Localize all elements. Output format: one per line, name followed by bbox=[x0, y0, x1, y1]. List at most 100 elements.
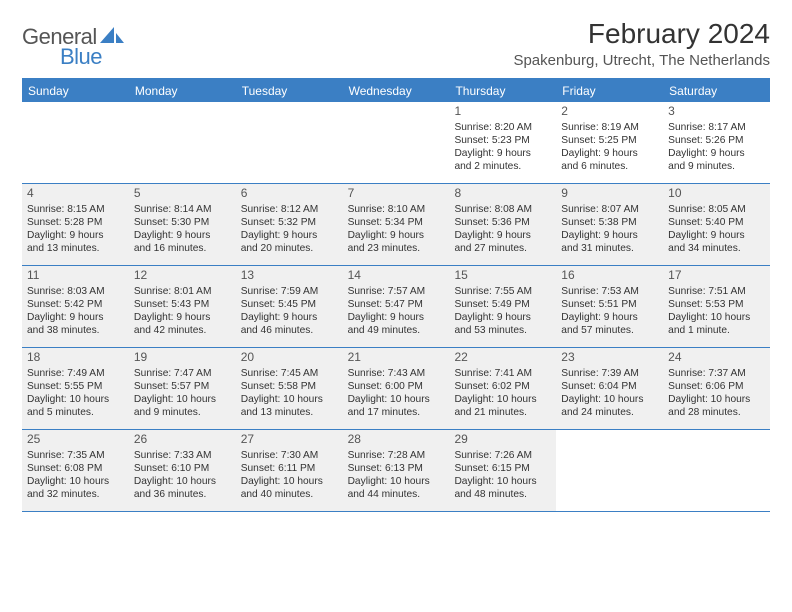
day-cell bbox=[236, 102, 343, 183]
day-cell bbox=[663, 430, 770, 511]
sunset-text: Sunset: 5:30 PM bbox=[134, 216, 231, 229]
day-cell: 19Sunrise: 7:47 AMSunset: 5:57 PMDayligh… bbox=[129, 348, 236, 429]
sunrise-text: Sunrise: 8:14 AM bbox=[134, 203, 231, 216]
day-cell: 15Sunrise: 7:55 AMSunset: 5:49 PMDayligh… bbox=[449, 266, 556, 347]
sunrise-text: Sunrise: 7:35 AM bbox=[27, 449, 124, 462]
day-number: 3 bbox=[668, 104, 765, 120]
weekday-tuesday: Tuesday bbox=[236, 80, 343, 102]
daylight-line2: and 27 minutes. bbox=[454, 242, 551, 255]
daylight-line1: Daylight: 10 hours bbox=[454, 393, 551, 406]
sunset-text: Sunset: 6:15 PM bbox=[454, 462, 551, 475]
sunset-text: Sunset: 5:23 PM bbox=[454, 134, 551, 147]
daylight-line2: and 36 minutes. bbox=[134, 488, 231, 501]
day-number: 8 bbox=[454, 186, 551, 202]
sunrise-text: Sunrise: 7:51 AM bbox=[668, 285, 765, 298]
sunset-text: Sunset: 6:02 PM bbox=[454, 380, 551, 393]
daylight-line2: and 38 minutes. bbox=[27, 324, 124, 337]
day-cell: 27Sunrise: 7:30 AMSunset: 6:11 PMDayligh… bbox=[236, 430, 343, 511]
daylight-line2: and 32 minutes. bbox=[27, 488, 124, 501]
sunrise-text: Sunrise: 8:15 AM bbox=[27, 203, 124, 216]
daylight-line2: and 40 minutes. bbox=[241, 488, 338, 501]
day-number: 11 bbox=[27, 268, 124, 284]
day-cell bbox=[556, 430, 663, 511]
daylight-line1: Daylight: 9 hours bbox=[668, 147, 765, 160]
sunset-text: Sunset: 5:43 PM bbox=[134, 298, 231, 311]
day-cell: 14Sunrise: 7:57 AMSunset: 5:47 PMDayligh… bbox=[343, 266, 450, 347]
sunset-text: Sunset: 5:45 PM bbox=[241, 298, 338, 311]
header: GeneralBlue February 2024 Spakenburg, Ut… bbox=[22, 18, 770, 70]
weekday-header-row: Sunday Monday Tuesday Wednesday Thursday… bbox=[22, 80, 770, 102]
sunrise-text: Sunrise: 7:28 AM bbox=[348, 449, 445, 462]
calendar-page: GeneralBlue February 2024 Spakenburg, Ut… bbox=[0, 0, 792, 522]
daylight-line2: and 57 minutes. bbox=[561, 324, 658, 337]
sunrise-text: Sunrise: 8:10 AM bbox=[348, 203, 445, 216]
title-block: February 2024 Spakenburg, Utrecht, The N… bbox=[513, 18, 770, 69]
day-cell: 3Sunrise: 8:17 AMSunset: 5:26 PMDaylight… bbox=[663, 102, 770, 183]
day-number: 28 bbox=[348, 432, 445, 448]
daylight-line1: Daylight: 10 hours bbox=[241, 393, 338, 406]
sunrise-text: Sunrise: 8:03 AM bbox=[27, 285, 124, 298]
day-number: 12 bbox=[134, 268, 231, 284]
sunset-text: Sunset: 5:55 PM bbox=[27, 380, 124, 393]
sunrise-text: Sunrise: 7:49 AM bbox=[27, 367, 124, 380]
weekday-saturday: Saturday bbox=[663, 80, 770, 102]
day-number: 13 bbox=[241, 268, 338, 284]
sunset-text: Sunset: 5:49 PM bbox=[454, 298, 551, 311]
daylight-line2: and 5 minutes. bbox=[27, 406, 124, 419]
daylight-line2: and 48 minutes. bbox=[454, 488, 551, 501]
daylight-line2: and 16 minutes. bbox=[134, 242, 231, 255]
sunrise-text: Sunrise: 8:17 AM bbox=[668, 121, 765, 134]
daylight-line1: Daylight: 9 hours bbox=[561, 229, 658, 242]
day-cell: 7Sunrise: 8:10 AMSunset: 5:34 PMDaylight… bbox=[343, 184, 450, 265]
day-cell: 21Sunrise: 7:43 AMSunset: 6:00 PMDayligh… bbox=[343, 348, 450, 429]
day-number: 7 bbox=[348, 186, 445, 202]
month-title: February 2024 bbox=[513, 18, 770, 50]
location-text: Spakenburg, Utrecht, The Netherlands bbox=[513, 52, 770, 69]
day-cell: 29Sunrise: 7:26 AMSunset: 6:15 PMDayligh… bbox=[449, 430, 556, 511]
day-number: 14 bbox=[348, 268, 445, 284]
weekday-thursday: Thursday bbox=[449, 80, 556, 102]
day-cell: 1Sunrise: 8:20 AMSunset: 5:23 PMDaylight… bbox=[449, 102, 556, 183]
weekday-monday: Monday bbox=[129, 80, 236, 102]
daylight-line2: and 44 minutes. bbox=[348, 488, 445, 501]
daylight-line1: Daylight: 10 hours bbox=[27, 393, 124, 406]
day-number: 10 bbox=[668, 186, 765, 202]
day-cell: 4Sunrise: 8:15 AMSunset: 5:28 PMDaylight… bbox=[22, 184, 129, 265]
day-number: 21 bbox=[348, 350, 445, 366]
sunrise-text: Sunrise: 8:01 AM bbox=[134, 285, 231, 298]
sunset-text: Sunset: 6:06 PM bbox=[668, 380, 765, 393]
logo: GeneralBlue bbox=[22, 24, 126, 70]
daylight-line2: and 21 minutes. bbox=[454, 406, 551, 419]
sunrise-text: Sunrise: 7:45 AM bbox=[241, 367, 338, 380]
sunrise-text: Sunrise: 8:07 AM bbox=[561, 203, 658, 216]
sunset-text: Sunset: 5:38 PM bbox=[561, 216, 658, 229]
weekday-friday: Friday bbox=[556, 80, 663, 102]
sunset-text: Sunset: 5:36 PM bbox=[454, 216, 551, 229]
sunrise-text: Sunrise: 7:47 AM bbox=[134, 367, 231, 380]
sunrise-text: Sunrise: 8:05 AM bbox=[668, 203, 765, 216]
day-number: 25 bbox=[27, 432, 124, 448]
daylight-line2: and 13 minutes. bbox=[27, 242, 124, 255]
day-cell: 6Sunrise: 8:12 AMSunset: 5:32 PMDaylight… bbox=[236, 184, 343, 265]
day-cell: 20Sunrise: 7:45 AMSunset: 5:58 PMDayligh… bbox=[236, 348, 343, 429]
daylight-line1: Daylight: 10 hours bbox=[348, 475, 445, 488]
daylight-line1: Daylight: 9 hours bbox=[134, 229, 231, 242]
daylight-line2: and 34 minutes. bbox=[668, 242, 765, 255]
daylight-line1: Daylight: 10 hours bbox=[134, 393, 231, 406]
day-cell bbox=[343, 102, 450, 183]
day-cell: 5Sunrise: 8:14 AMSunset: 5:30 PMDaylight… bbox=[129, 184, 236, 265]
sunrise-text: Sunrise: 8:20 AM bbox=[454, 121, 551, 134]
daylight-line1: Daylight: 9 hours bbox=[454, 229, 551, 242]
daylight-line1: Daylight: 10 hours bbox=[561, 393, 658, 406]
day-cell: 2Sunrise: 8:19 AMSunset: 5:25 PMDaylight… bbox=[556, 102, 663, 183]
day-cell: 10Sunrise: 8:05 AMSunset: 5:40 PMDayligh… bbox=[663, 184, 770, 265]
daylight-line1: Daylight: 9 hours bbox=[454, 147, 551, 160]
sunrise-text: Sunrise: 8:08 AM bbox=[454, 203, 551, 216]
sunset-text: Sunset: 5:34 PM bbox=[348, 216, 445, 229]
daylight-line1: Daylight: 10 hours bbox=[668, 311, 765, 324]
daylight-line2: and 49 minutes. bbox=[348, 324, 445, 337]
sunrise-text: Sunrise: 7:30 AM bbox=[241, 449, 338, 462]
daylight-line1: Daylight: 10 hours bbox=[668, 393, 765, 406]
daylight-line1: Daylight: 10 hours bbox=[454, 475, 551, 488]
day-number: 20 bbox=[241, 350, 338, 366]
